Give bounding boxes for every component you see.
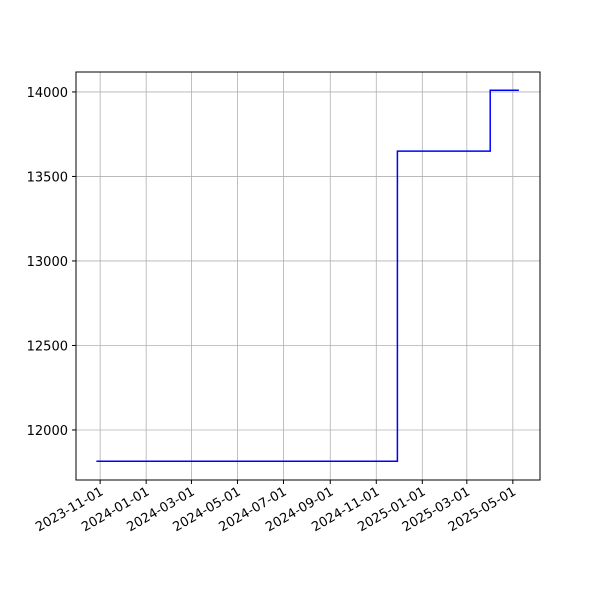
y-tick-label: 12000 bbox=[27, 424, 68, 439]
y-tick-label: 12500 bbox=[27, 339, 68, 354]
line bbox=[96, 89, 519, 462]
y-tick-label: 13000 bbox=[27, 255, 68, 270]
plot-frame bbox=[75, 71, 541, 481]
y-tick-label: 14000 bbox=[27, 86, 68, 101]
y-tick-label: 13500 bbox=[27, 170, 68, 185]
